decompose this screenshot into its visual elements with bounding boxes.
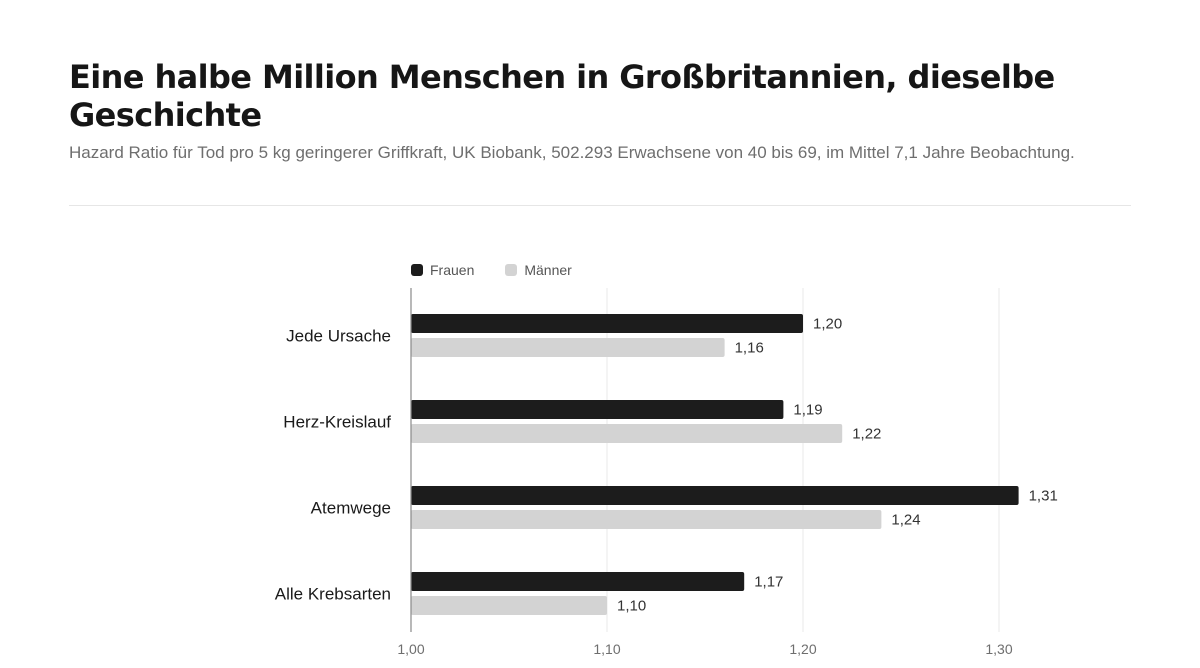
category-label: Herz-Kreislauf bbox=[283, 413, 391, 432]
bars bbox=[411, 314, 1019, 615]
category-label: Jede Ursache bbox=[286, 327, 391, 346]
legend-swatch-maenner bbox=[505, 264, 518, 276]
x-tick-label: 1,30 bbox=[985, 641, 1012, 657]
legend-item-frauen: Frauen bbox=[411, 262, 474, 278]
chart-legend: Frauen Männer bbox=[411, 262, 603, 278]
value-label: 1,16 bbox=[735, 340, 764, 357]
x-tick-label: 1,10 bbox=[593, 641, 620, 657]
value-label: 1,22 bbox=[852, 426, 881, 443]
header-divider bbox=[69, 205, 1131, 206]
category-label: Alle Krebsarten bbox=[275, 585, 391, 604]
bar bbox=[411, 400, 784, 419]
value-label: 1,24 bbox=[891, 512, 920, 529]
x-tick-label: 1,00 bbox=[397, 641, 424, 657]
bar bbox=[411, 314, 803, 333]
bar bbox=[411, 424, 843, 443]
chart-subtitle: Hazard Ratio für Tod pro 5 kg geringerer… bbox=[69, 143, 1075, 162]
x-tick-label: 1,20 bbox=[789, 641, 816, 657]
x-axis-ticks: 1,00 1,10 1,20 1,30 bbox=[397, 641, 1012, 657]
value-label: 1,19 bbox=[793, 402, 822, 419]
category-label: Atemwege bbox=[311, 499, 391, 518]
legend-label-maenner: Männer bbox=[524, 262, 572, 278]
legend-swatch-frauen bbox=[411, 264, 423, 276]
category-labels: Jede Ursache Herz-Kreislauf Atemwege Alle K… bbox=[275, 327, 392, 604]
bar bbox=[411, 510, 882, 529]
legend-item-maenner: Männer bbox=[505, 262, 572, 278]
bar bbox=[411, 486, 1019, 505]
chart-header: Eine halbe Million Menschen in Großbrita… bbox=[69, 58, 1131, 164]
legend-label-frauen: Frauen bbox=[430, 262, 475, 278]
value-label: 1,10 bbox=[617, 598, 646, 615]
value-label: 1,20 bbox=[813, 316, 842, 333]
bar bbox=[411, 338, 725, 357]
value-label: 1,31 bbox=[1029, 488, 1058, 505]
chart-title: Eine halbe Million Menschen in Großbrita… bbox=[69, 58, 1055, 134]
value-label: 1,17 bbox=[754, 574, 783, 591]
value-labels: 1,20 1,16 1,19 1,22 1,31 1,24 1,17 1,10 bbox=[617, 316, 1058, 615]
bar bbox=[411, 596, 607, 615]
bar bbox=[411, 572, 745, 591]
